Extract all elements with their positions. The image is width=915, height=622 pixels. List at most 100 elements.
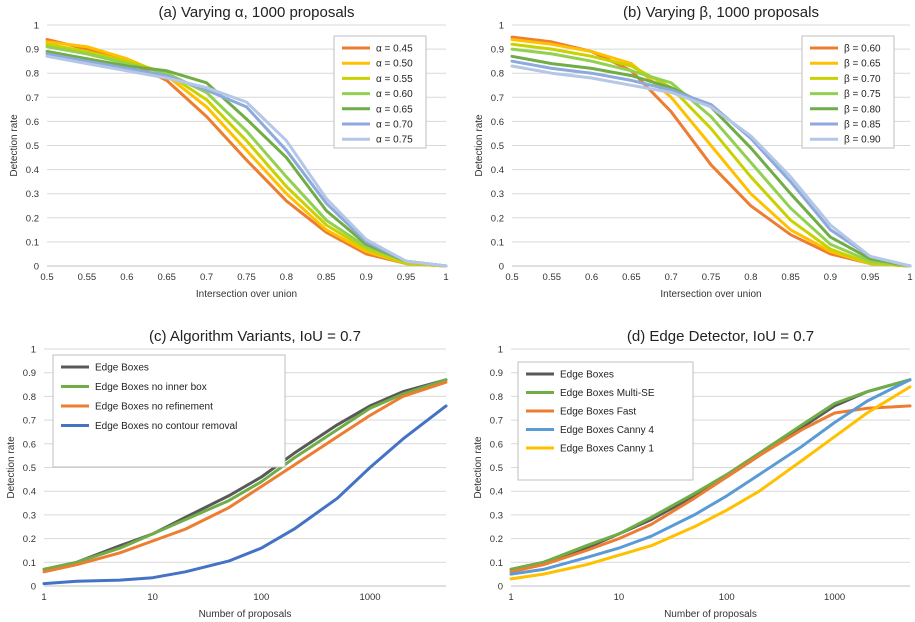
y-tick-label: 0.3	[23, 510, 36, 521]
x-axis-label: Intersection over union	[196, 289, 297, 300]
x-tick-label: 0.7	[665, 272, 678, 283]
y-tick-label: 0.1	[490, 558, 503, 569]
x-tick-label: 10	[147, 592, 158, 603]
legend-box	[52, 354, 286, 468]
y-tick-label: 1	[498, 345, 503, 356]
series-line-5	[510, 59, 912, 268]
series-line-1	[509, 378, 912, 571]
y-tick-label: 0.3	[490, 510, 503, 521]
series-line-1	[45, 40, 448, 268]
x-axis-label: Number of proposals	[199, 609, 292, 620]
y-tick-label: 0.7	[26, 93, 39, 104]
y-tick-label: 0.7	[490, 416, 503, 427]
series-line-3	[510, 47, 912, 268]
x-tick-label: 100	[719, 592, 735, 603]
series-line-3	[509, 378, 912, 576]
legend-box	[517, 361, 694, 481]
chart-panel-1: (b) Varying β, 1000 proposals 0 0.1 0.2 0.3 0…	[474, 4, 913, 300]
series-line-2	[510, 42, 912, 268]
y-tick-label: 0.5	[26, 141, 39, 152]
series-line-1	[510, 38, 912, 268]
legend-label: β = 0.90	[844, 135, 881, 146]
y-tick-label: 0.3	[26, 189, 39, 200]
chart-panel-3: (d) Edge Detector, IoU = 0.7 0 0.1 0.2 0.3 0.…	[473, 328, 912, 620]
legend-label: Edge Boxes Canny 1	[560, 444, 654, 455]
series-line-2	[42, 380, 448, 574]
y-tick-label: 1	[499, 21, 504, 32]
y-tick-label: 0.6	[26, 117, 39, 128]
y-tick-label: 0.7	[491, 93, 504, 104]
x-tick-label: 0.85	[317, 272, 336, 283]
y-tick-label: 0.1	[491, 237, 504, 248]
series-line-6	[510, 64, 912, 268]
y-tick-label: 1	[31, 345, 36, 356]
legend-label: β = 0.70	[844, 74, 881, 85]
x-tick-label: 0.65	[157, 272, 176, 283]
chart-title: (d) Edge Detector, IoU = 0.7	[627, 328, 814, 345]
legend-label: β = 0.85	[844, 120, 881, 131]
y-tick-label: 0.8	[26, 69, 39, 80]
y-tick-label: 0.3	[491, 189, 504, 200]
y-tick-label: 0.5	[490, 463, 503, 474]
legend-label: β = 0.75	[844, 89, 881, 100]
x-tick-label: 0.5	[505, 272, 518, 283]
x-tick-label: 0.75	[702, 272, 721, 283]
x-tick-label: 0.8	[744, 272, 757, 283]
series-line-6	[45, 54, 448, 268]
series-line-0	[42, 378, 448, 571]
series-line-1	[42, 378, 448, 571]
legend-label: β = 0.80	[844, 104, 881, 115]
chart-title: (a) Varying α, 1000 proposals	[159, 4, 355, 21]
y-tick-label: 0.2	[490, 534, 503, 545]
y-tick-label: 0.9	[491, 45, 504, 56]
series-line-2	[509, 404, 912, 574]
y-axis-label: Detection rate	[9, 114, 20, 177]
y-tick-label: 1	[34, 21, 39, 32]
x-tick-label: 10	[614, 592, 625, 603]
x-tick-label: 1	[443, 272, 448, 283]
x-tick-label: 1000	[359, 592, 380, 603]
y-axis-label: Detection rate	[6, 436, 17, 499]
x-tick-label: 1	[508, 592, 513, 603]
y-tick-label: 0.4	[23, 487, 36, 498]
y-tick-label: 0.9	[490, 368, 503, 379]
x-tick-label: 1	[907, 272, 912, 283]
y-tick-label: 0.8	[490, 392, 503, 403]
y-axis-label: Detection rate	[474, 114, 485, 177]
legend-box	[333, 35, 427, 149]
legend-label: Edge Boxes Fast	[560, 407, 636, 418]
y-tick-label: 0.4	[26, 165, 39, 176]
x-tick-label: 0.75	[237, 272, 256, 283]
x-tick-label: 100	[253, 592, 269, 603]
y-tick-label: 0	[498, 582, 503, 593]
y-tick-label: 0	[34, 262, 39, 273]
y-tick-label: 0.8	[491, 69, 504, 80]
y-tick-label: 0.1	[26, 237, 39, 248]
legend-label: α = 0.65	[376, 104, 413, 115]
legend-label: α = 0.60	[376, 89, 413, 100]
y-axis-label: Detection rate	[473, 436, 484, 499]
legend-label: Edge Boxes no inner box	[95, 382, 207, 393]
y-tick-label: 0.4	[490, 487, 503, 498]
legend-label: Edge Boxes	[95, 363, 149, 374]
legend-label: Edge Boxes	[560, 370, 614, 381]
x-axis-label: Intersection over union	[660, 289, 761, 300]
x-tick-label: 0.6	[585, 272, 598, 283]
legend-label: Edge Boxes Multi-SE	[560, 388, 655, 399]
chart-panel-2: (c) Algorithm Variants, IoU = 0.7 0 0.1 0.2…	[6, 328, 448, 620]
y-tick-label: 0.9	[23, 368, 36, 379]
y-tick-label: 0.2	[23, 534, 36, 545]
x-tick-label: 0.55	[78, 272, 97, 283]
series-line-3	[42, 404, 448, 586]
chart-title: (b) Varying β, 1000 proposals	[623, 4, 819, 21]
y-tick-label: 0.8	[23, 392, 36, 403]
series-line-2	[45, 42, 448, 268]
y-tick-label: 0.4	[491, 165, 504, 176]
x-tick-label: 1	[41, 592, 46, 603]
x-tick-label: 0.85	[781, 272, 800, 283]
y-tick-label: 0.5	[491, 141, 504, 152]
x-tick-label: 1000	[824, 592, 845, 603]
legend-label: α = 0.70	[376, 120, 413, 131]
y-tick-label: 0.6	[491, 117, 504, 128]
